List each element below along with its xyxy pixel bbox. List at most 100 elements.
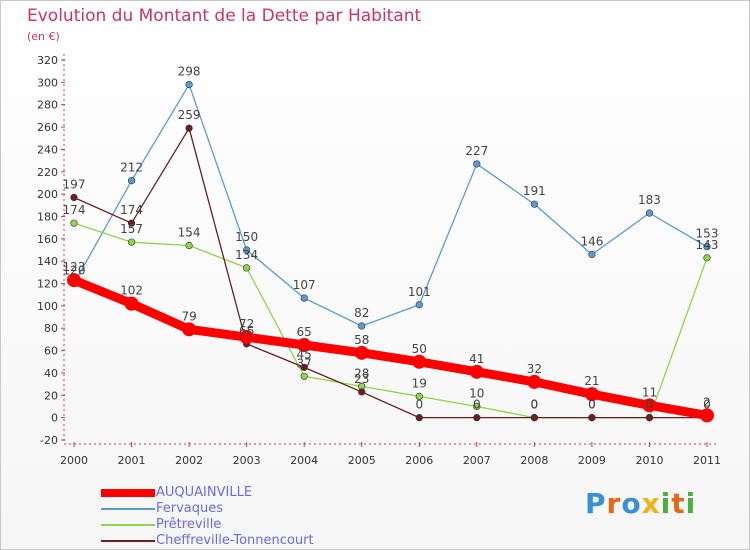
series-point-1 <box>185 80 193 89</box>
y-tick-label: 220 <box>37 166 58 179</box>
x-tick-label: 2001 <box>118 454 146 467</box>
series-point-0 <box>700 408 714 423</box>
series-point-0 <box>182 322 197 337</box>
series-point-1 <box>243 246 251 254</box>
series-point-2 <box>70 219 78 227</box>
series-point-1 <box>530 200 538 208</box>
data-label-2: 0 <box>646 398 654 412</box>
y-tick-label: 240 <box>37 143 58 156</box>
data-label-3: 0 <box>588 398 596 412</box>
series-point-1 <box>473 160 481 168</box>
series-point-3 <box>473 414 481 422</box>
x-tick-label: 2010 <box>635 454 663 467</box>
data-label-1: 150 <box>235 230 258 244</box>
series-point-1 <box>588 250 596 259</box>
series-point-0 <box>124 296 139 311</box>
series-point-2 <box>127 238 136 246</box>
data-label-3: 0 <box>703 398 711 412</box>
series-point-2 <box>185 241 193 250</box>
data-label-3: 0 <box>415 398 423 412</box>
data-label-0: 41 <box>469 352 484 366</box>
data-label-0: 2 <box>703 395 711 409</box>
series-point-1 <box>645 209 654 217</box>
data-label-2: 0 <box>531 398 539 412</box>
chart-title: Evolution du Montant de la Dette par Hab… <box>27 6 422 26</box>
data-label-1: 101 <box>408 285 431 299</box>
data-label-2: 143 <box>696 238 719 252</box>
y-tick-label: 40 <box>44 367 58 380</box>
data-label-2: 134 <box>235 248 258 262</box>
y-tick-label: 320 <box>37 54 58 67</box>
data-label-2: 19 <box>412 376 427 390</box>
data-label-0: 50 <box>412 342 427 356</box>
series-point-0 <box>584 387 599 402</box>
y-tick-label: 140 <box>37 255 58 268</box>
data-label-0: 72 <box>239 317 254 331</box>
legend-label-pretreville: Prêtreville <box>156 517 222 532</box>
series-point-0 <box>642 398 657 413</box>
data-label-0: 58 <box>354 333 369 347</box>
series-line-1 <box>73 83 708 327</box>
data-label-0: 11 <box>642 385 657 399</box>
series-point-3 <box>358 388 366 396</box>
series-point-0 <box>297 338 312 352</box>
series-point-2 <box>300 372 308 380</box>
data-label-1: 191 <box>523 184 546 198</box>
series-point-0 <box>469 364 484 379</box>
series-point-2 <box>703 254 711 262</box>
data-label-2: 154 <box>178 226 201 240</box>
series-point-0 <box>67 273 81 288</box>
data-label-3: 0 <box>531 398 539 412</box>
data-label-1: 212 <box>120 161 143 175</box>
data-label-2: 0 <box>588 398 596 412</box>
data-label-2: 157 <box>120 222 143 236</box>
y-tick-label: 280 <box>37 99 58 112</box>
data-label-0: 123 <box>63 260 86 274</box>
data-label-3: 259 <box>178 108 201 122</box>
series-point-0 <box>239 330 254 345</box>
y-tick-label: -20 <box>40 434 58 447</box>
x-tick-label: 2002 <box>175 454 203 467</box>
x-tick-label: 2000 <box>60 454 88 467</box>
legend-swatch-cheffreville-tonnencourt <box>101 540 155 542</box>
data-label-1: 146 <box>580 234 603 248</box>
x-tick-label: 2004 <box>290 454 318 467</box>
series-point-3 <box>127 219 136 227</box>
data-label-3: 0 <box>473 398 481 412</box>
data-label-1: 107 <box>293 278 316 292</box>
series-point-0 <box>354 345 369 360</box>
data-label-1: 120 <box>63 264 86 278</box>
data-label-1: 298 <box>178 65 201 79</box>
data-label-2: 10 <box>469 386 484 400</box>
series-point-3 <box>588 414 596 422</box>
data-label-1: 183 <box>638 193 661 207</box>
series-point-3 <box>530 414 538 422</box>
x-tick-label: 2006 <box>405 454 433 467</box>
data-label-3: 66 <box>239 324 254 338</box>
x-tick-label: 2005 <box>348 454 376 467</box>
legend-label-cheffreville-tonnencourt: Cheffreville-Tonnencourt <box>156 533 314 548</box>
legend-swatch-pretreville <box>101 524 155 526</box>
series-point-3 <box>645 414 654 422</box>
data-label-3: 45 <box>297 347 312 361</box>
series-point-1 <box>415 301 423 309</box>
y-tick-label: 0 <box>51 412 58 425</box>
series-point-3 <box>415 414 423 422</box>
series-point-3 <box>300 363 308 371</box>
y-tick-label: 300 <box>37 76 58 89</box>
data-label-2: 174 <box>63 203 86 217</box>
y-tick-label: 100 <box>37 300 58 313</box>
y-tick-label: 120 <box>37 278 58 291</box>
data-label-1: 153 <box>696 227 719 241</box>
y-tick-label: 80 <box>44 322 58 335</box>
data-label-2: 37 <box>297 356 312 370</box>
data-label-3: 0 <box>646 398 654 412</box>
series-point-3 <box>70 193 78 202</box>
series-point-2 <box>473 402 481 411</box>
data-label-1: 82 <box>354 306 369 320</box>
x-tick-label: 2009 <box>578 454 606 467</box>
series-point-2 <box>243 264 251 272</box>
data-label-3: 197 <box>63 177 86 191</box>
series-point-2 <box>415 392 423 401</box>
